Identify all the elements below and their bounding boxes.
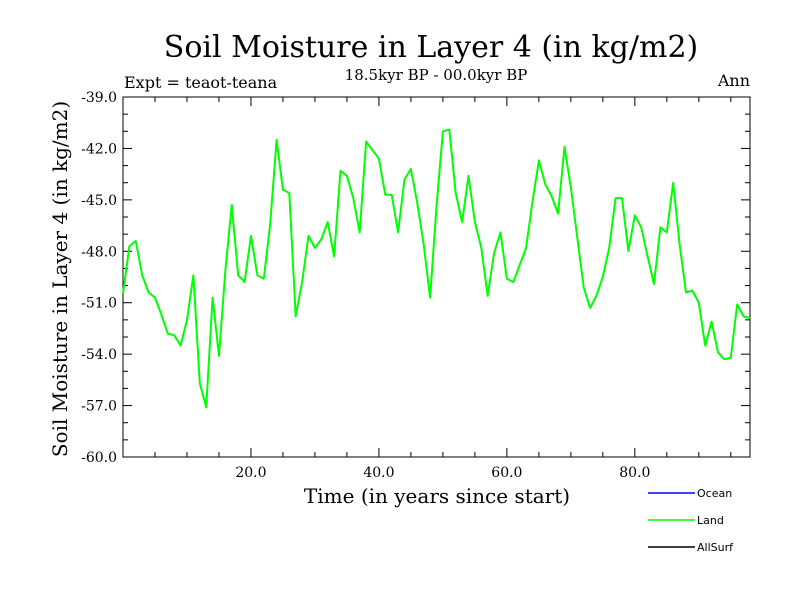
legend-label-land: Land — [697, 514, 724, 527]
x-axis-label: Time (in years since start) — [304, 484, 570, 508]
y-tick-label: -39.0 — [81, 90, 117, 106]
legend-label-allsurf: AllSurf — [697, 541, 734, 554]
legend-label-ocean: Ocean — [697, 487, 732, 500]
y-tick-label: -60.0 — [81, 450, 117, 466]
season-label: Ann — [717, 71, 750, 90]
x-tick-label: 40.0 — [363, 465, 394, 481]
series-line-land — [122, 128, 751, 409]
x-tick-label: 60.0 — [491, 465, 522, 481]
y-tick-label: -45.0 — [81, 193, 117, 209]
chart-title: Soil Moisture in Layer 4 (in kg/m2) — [164, 30, 698, 65]
y-tick-label: -42.0 — [81, 141, 117, 157]
plot-frame — [122, 96, 751, 458]
y-tick-label: -54.0 — [81, 347, 117, 363]
x-tick-label: 20.0 — [235, 465, 266, 481]
plot-area: -60.0 -57.0 -54.0 -51.0 -48.0 -45.0 -42.0 -39.0… — [81, 90, 751, 481]
y-tick-label: -51.0 — [81, 296, 117, 312]
y-tick-label: -48.0 — [81, 244, 117, 260]
chart-subtitle: 18.5kyr BP - 00.0kyr BP — [345, 66, 528, 84]
legend: Ocean Land AllSurf — [648, 487, 734, 554]
experiment-label: Expt = teaot-teana — [124, 73, 278, 92]
y-tick-label: -57.0 — [81, 399, 117, 415]
y-axis-label: Soil Moisture in Layer 4 (in kg/m2) — [48, 101, 72, 457]
x-tick-label: 80.0 — [619, 465, 650, 481]
